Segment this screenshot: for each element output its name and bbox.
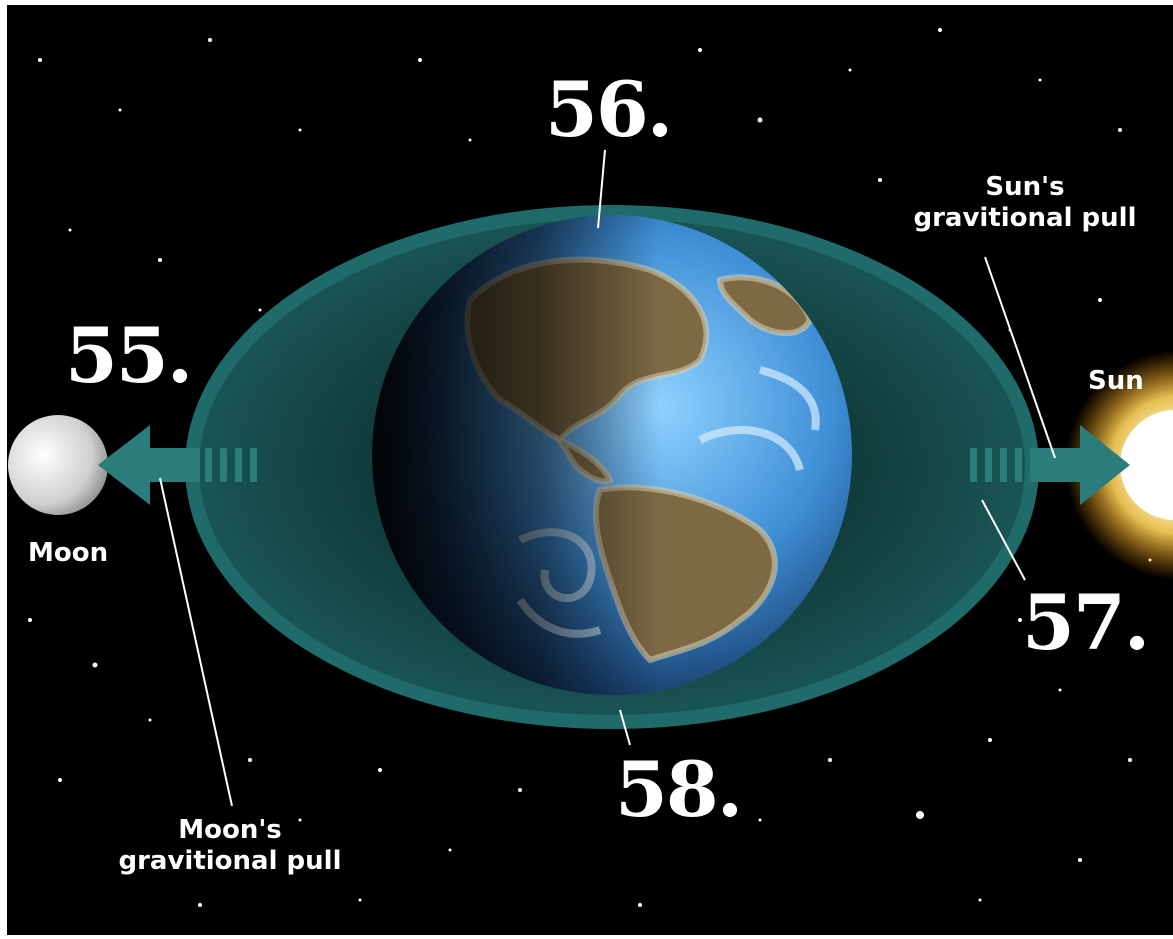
label-55: 55. — [65, 311, 193, 400]
moon-pull-label: Moon's gravitional pull — [80, 815, 380, 877]
moon-icon — [8, 415, 108, 515]
pointer-57 — [981, 499, 1026, 581]
label-57: 57. — [1022, 578, 1150, 667]
moon-pull-label-line2: gravitional pull — [118, 846, 342, 877]
pointer-58 — [619, 709, 631, 746]
pointer-moon-pull — [159, 477, 233, 807]
stars — [28, 28, 1152, 907]
pointer-56 — [597, 149, 606, 229]
label-56: 56. — [545, 65, 673, 154]
sun-label: Sun — [1088, 366, 1144, 396]
sun-pull-arrow — [970, 425, 1130, 505]
moon-pull-arrow — [98, 425, 257, 505]
pointer-sun-pull — [984, 256, 1056, 459]
label-58: 58. — [615, 745, 743, 834]
sun-pull-label-line1: Sun's — [985, 172, 1065, 202]
sun-pull-label: Sun's gravitional pull — [885, 172, 1165, 234]
moon-label: Moon — [28, 538, 109, 568]
sun-pull-label-line2: gravitional pull — [913, 203, 1137, 234]
moon-pull-label-line1: Moon's — [178, 815, 282, 845]
earth-globe-icon — [372, 215, 852, 695]
pointer-lines — [159, 149, 1056, 807]
